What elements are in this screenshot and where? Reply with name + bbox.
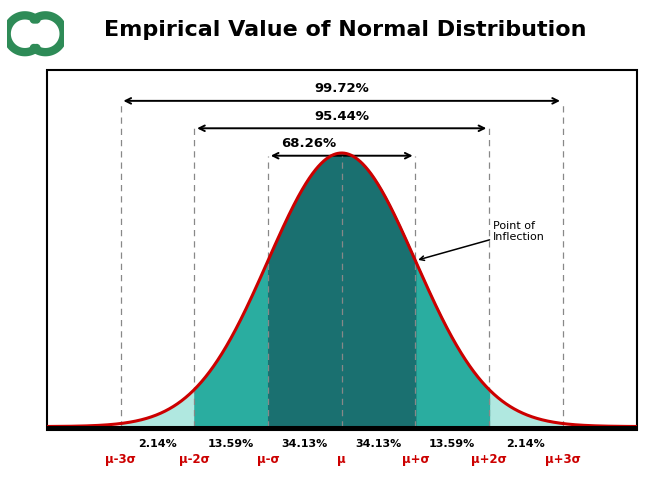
Text: μ-3σ: μ-3σ bbox=[105, 452, 136, 466]
Text: 13.59%: 13.59% bbox=[429, 439, 476, 449]
Text: μ: μ bbox=[338, 452, 346, 466]
Text: μ+3σ: μ+3σ bbox=[545, 452, 581, 466]
Text: 34.13%: 34.13% bbox=[281, 439, 328, 449]
Text: 13.59%: 13.59% bbox=[208, 439, 255, 449]
Text: μ+2σ: μ+2σ bbox=[471, 452, 507, 466]
Text: 68.26%: 68.26% bbox=[281, 137, 336, 150]
Text: 99.72%: 99.72% bbox=[314, 82, 369, 96]
Text: Empirical Value of Normal Distribution: Empirical Value of Normal Distribution bbox=[104, 20, 586, 40]
Text: μ+σ: μ+σ bbox=[401, 452, 429, 466]
Text: 2.14%: 2.14% bbox=[507, 439, 545, 449]
Text: 95.44%: 95.44% bbox=[314, 110, 369, 123]
Text: 34.13%: 34.13% bbox=[355, 439, 402, 449]
Text: μ-σ: μ-σ bbox=[257, 452, 279, 466]
Text: 2.14%: 2.14% bbox=[138, 439, 177, 449]
Text: Point of
Inflection: Point of Inflection bbox=[419, 221, 545, 260]
Text: μ-2σ: μ-2σ bbox=[179, 452, 210, 466]
